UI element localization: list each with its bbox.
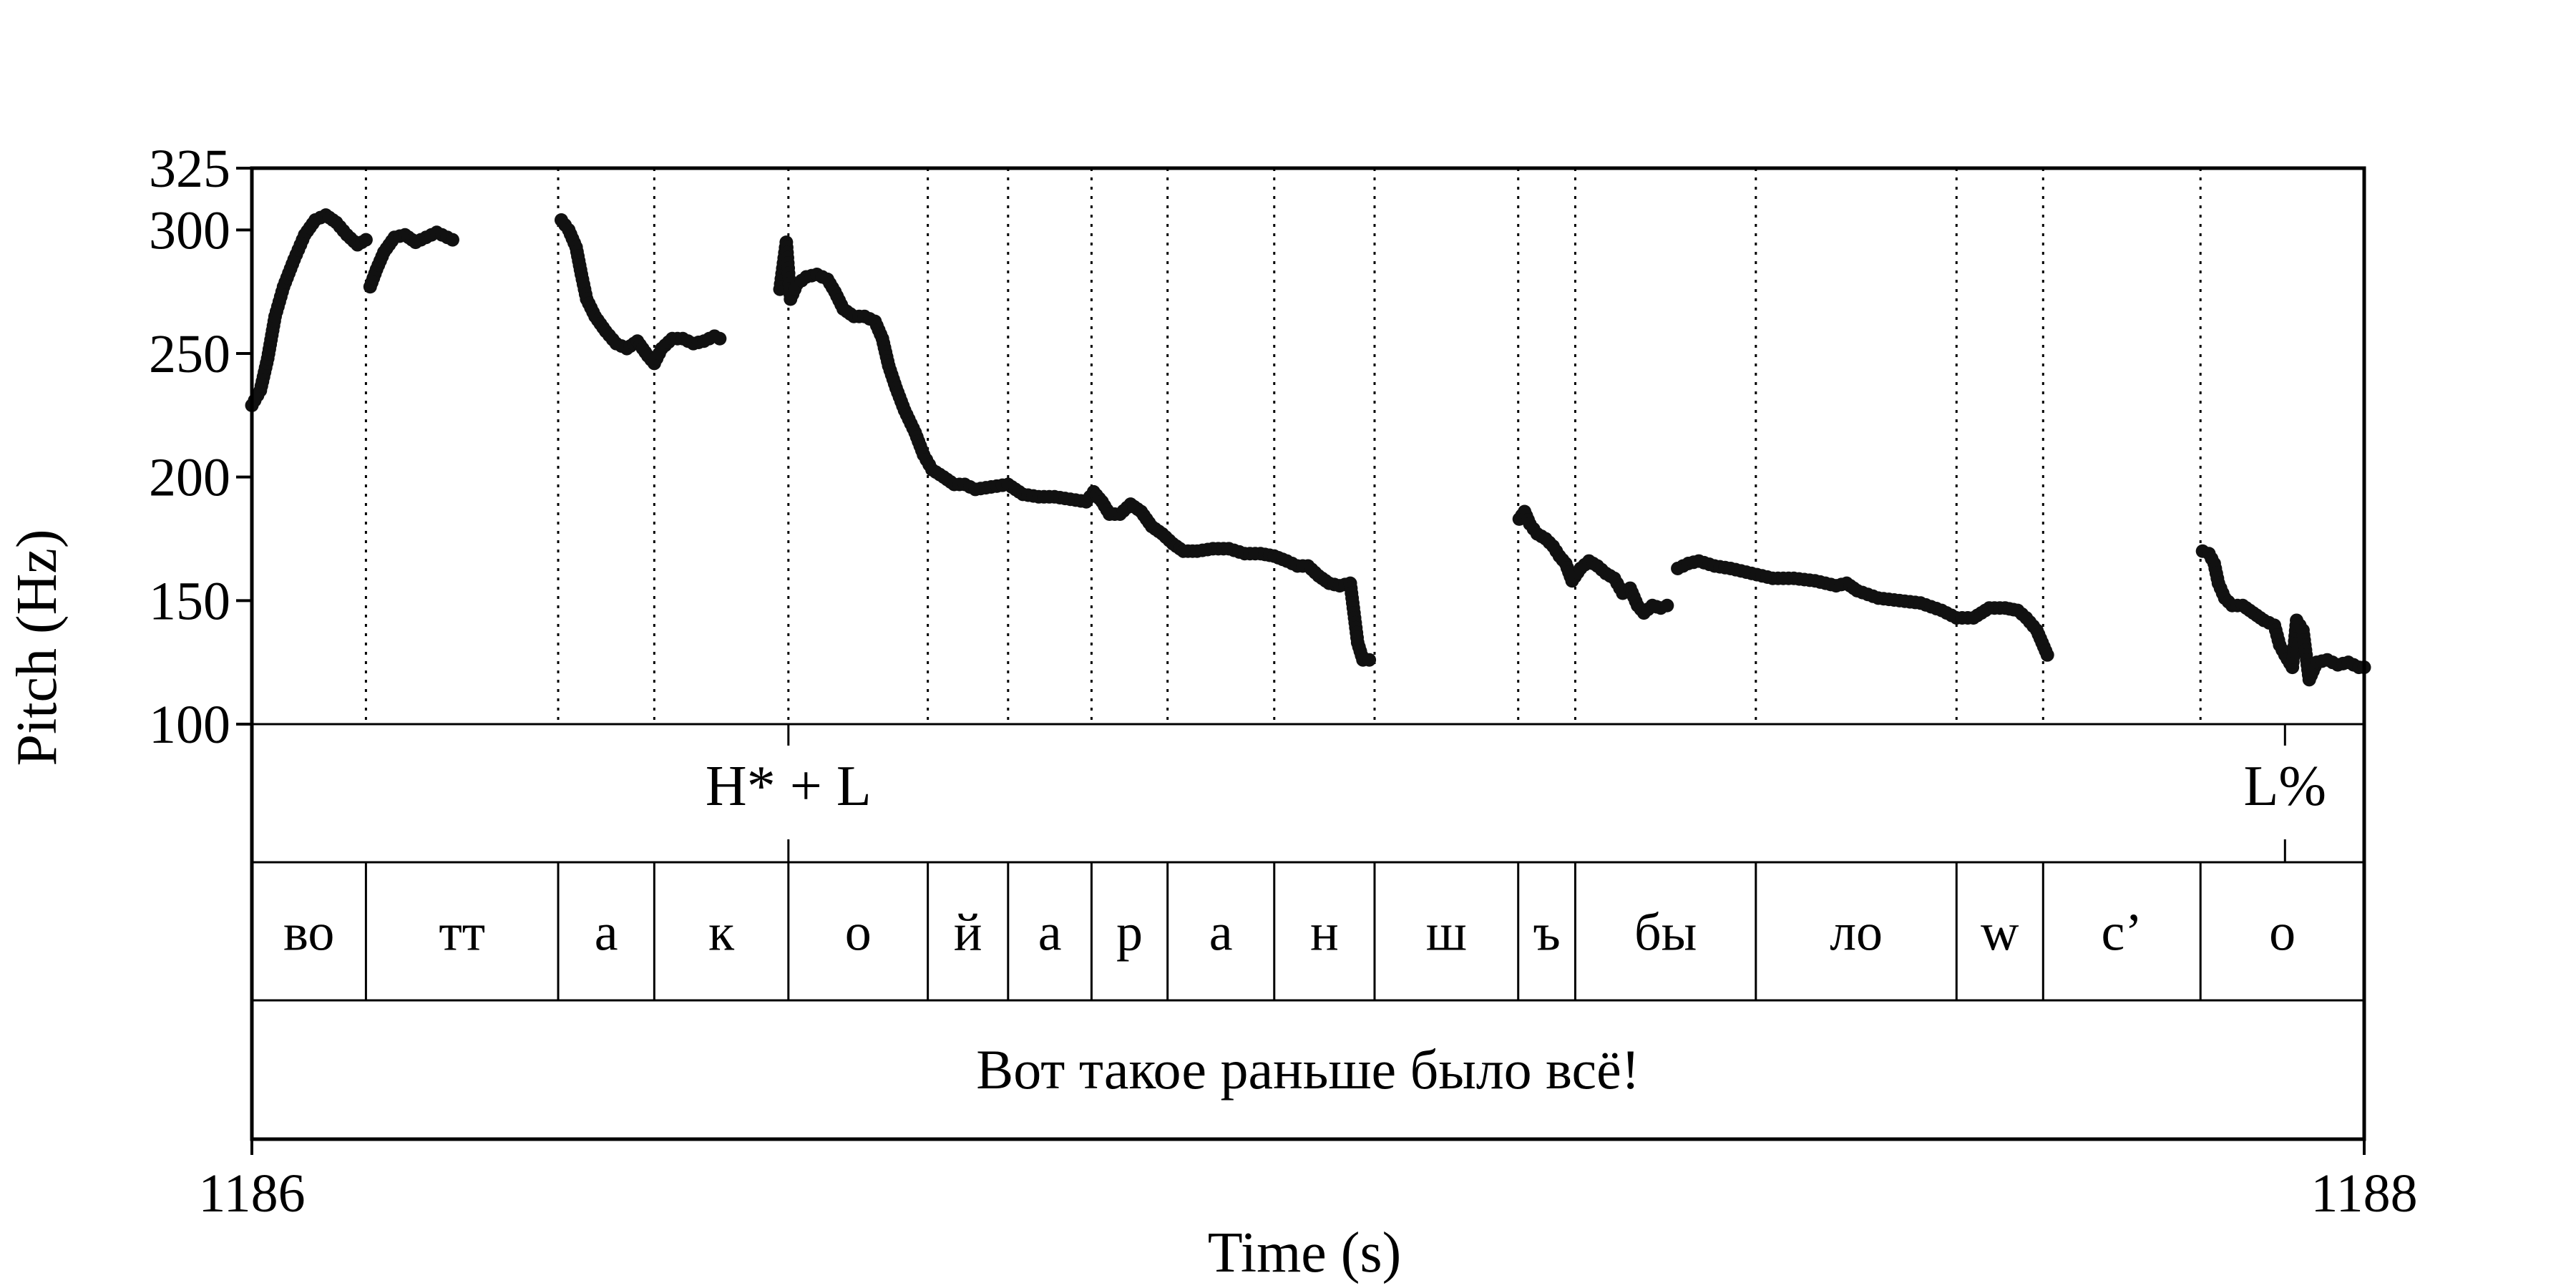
frame-border bbox=[250, 166, 2366, 1141]
pitch-point bbox=[2040, 648, 2054, 662]
pitch-contour bbox=[245, 208, 2371, 687]
segment-label: w bbox=[1981, 904, 2019, 962]
segment-label: р bbox=[1116, 904, 1143, 962]
segment-label: й bbox=[954, 904, 982, 962]
segment-label: к bbox=[708, 904, 735, 962]
segment-label: а bbox=[1038, 904, 1062, 962]
tone-label: L% bbox=[2244, 755, 2327, 818]
segment-label: о bbox=[845, 904, 872, 962]
y-tick-label: 325 bbox=[149, 139, 230, 199]
segment-label: ъ bbox=[1533, 904, 1560, 962]
segment-label: o bbox=[2269, 904, 2296, 962]
segment-label: ло bbox=[1830, 904, 1883, 962]
y-tick-label: 100 bbox=[149, 695, 230, 755]
plot-frame bbox=[250, 166, 2366, 1141]
pitch-point bbox=[1362, 653, 1377, 667]
pitch-point bbox=[358, 233, 373, 247]
y-tick-label: 250 bbox=[149, 324, 230, 384]
segment-boundaries bbox=[364, 168, 2202, 724]
pitch-point bbox=[1660, 598, 1674, 613]
segment-label: c’ bbox=[2102, 904, 2143, 962]
tone-label: H* + L bbox=[706, 755, 872, 818]
y-tick-label: 300 bbox=[149, 200, 230, 260]
segment-label: н bbox=[1310, 904, 1339, 962]
annotation-tiers: во тт а к о й а р а н ш ъ бы ло w c’ oH* + L L%Вот такое … bbox=[283, 724, 2326, 1101]
segment-label: а bbox=[1209, 904, 1233, 962]
x-tick-label: 1186 bbox=[198, 1163, 305, 1224]
x-axis-title: Time (s) bbox=[1208, 1221, 1401, 1284]
segment-label: во bbox=[283, 904, 334, 962]
segment-label: тт bbox=[439, 904, 485, 962]
y-axis-title: Pitch (Hz) bbox=[6, 529, 69, 766]
pitch-point bbox=[445, 233, 459, 247]
y-tick-label: 150 bbox=[149, 571, 230, 631]
pitch-point bbox=[713, 331, 727, 346]
x-tick-label: 1188 bbox=[2311, 1163, 2417, 1224]
sentence-label: Вот такое раньше было всё! bbox=[976, 1038, 1639, 1101]
segment-label: бы bbox=[1634, 904, 1697, 962]
segment-label: ш bbox=[1426, 904, 1467, 962]
segment-label: а bbox=[595, 904, 618, 962]
y-tick-label: 200 bbox=[149, 448, 230, 508]
